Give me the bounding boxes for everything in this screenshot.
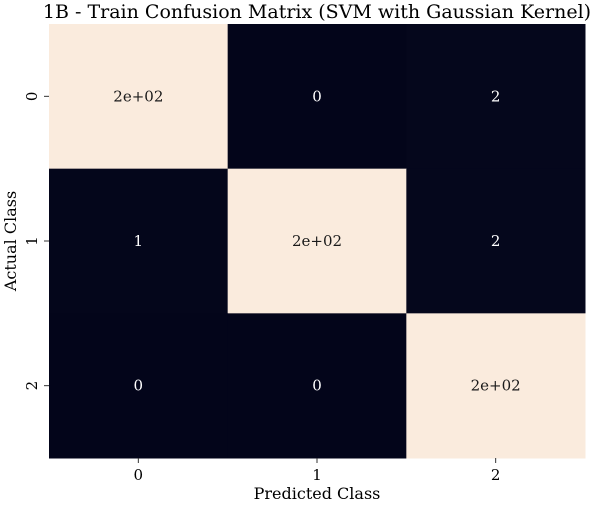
cell-annotations: 2e+02 0 2 1 2e+02 2 0 0 2e+02	[113, 87, 520, 394]
x-axis-label: Predicted Class	[254, 484, 381, 503]
cell-value-label: 2e+02	[113, 87, 163, 105]
cell-value-label: 0	[312, 87, 322, 105]
heatmap-cell	[49, 168, 229, 314]
heatmap-cell	[49, 313, 229, 459]
heatmap-cell	[227, 24, 407, 170]
x-tick-label: 1	[312, 466, 322, 484]
chart-title: 1B - Train Confusion Matrix (SVM with Ga…	[43, 1, 591, 23]
y-tick-label: 1	[23, 236, 41, 246]
cell-value-label: 2e+02	[471, 377, 521, 395]
y-tick-label: 0	[23, 92, 41, 102]
heatmap-cell	[406, 168, 586, 314]
cell-value-label: 0	[312, 377, 322, 395]
heatmap-cell	[49, 24, 229, 170]
x-axis-ticks: 0 1 2	[134, 458, 501, 484]
heatmap-cells	[49, 24, 586, 459]
y-axis-label: Actual Class	[1, 191, 20, 292]
cell-value-label: 2	[491, 87, 501, 105]
cell-value-label: 0	[134, 377, 144, 395]
heatmap-cell	[227, 313, 407, 459]
heatmap-cell	[406, 24, 586, 170]
heatmap-cell	[406, 313, 586, 459]
x-tick-label: 2	[491, 466, 501, 484]
y-tick-label: 2	[23, 381, 41, 391]
y-axis-ticks: 0 1 2	[23, 92, 49, 391]
cell-value-label: 1	[134, 232, 144, 250]
cell-value-label: 2e+02	[292, 232, 342, 250]
heatmap-cell	[227, 168, 407, 314]
cell-value-label: 2	[491, 232, 501, 250]
x-tick-label: 0	[134, 466, 144, 484]
